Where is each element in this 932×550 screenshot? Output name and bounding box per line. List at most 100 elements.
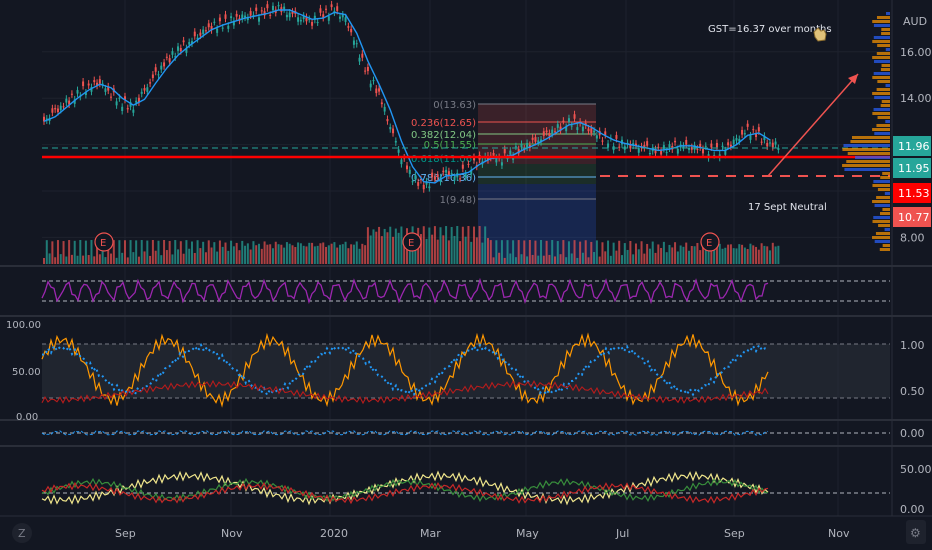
earnings-marker-label: E [706, 238, 712, 249]
earnings-marker-label: E [408, 238, 414, 249]
volume-bar [612, 242, 615, 264]
candle-body [171, 51, 174, 55]
candle-body [311, 21, 314, 26]
volume-bar [386, 232, 389, 264]
earnings-marker[interactable] [700, 232, 720, 252]
volume-bar [338, 244, 341, 264]
candle-body [411, 181, 414, 183]
fib-level-label: 0.786(10.36) [411, 173, 476, 184]
logo-badge[interactable] [12, 523, 32, 543]
candle-body [559, 126, 562, 131]
candle-body [73, 99, 76, 104]
candle-body [470, 169, 473, 175]
candle-body [305, 16, 308, 22]
oscillator-pane-2[interactable] [41, 332, 890, 408]
volume-profile-bar [874, 60, 890, 63]
volume-profile-bar [847, 152, 890, 155]
volume-bar [721, 248, 724, 264]
volume-bar [305, 246, 308, 264]
annotation-gst[interactable]: GST=16.37 over months [708, 24, 832, 35]
volume-bar [378, 226, 381, 264]
volume-bar [372, 229, 375, 264]
volume-bar [615, 250, 618, 264]
volume-bar [73, 240, 76, 264]
volume-profile-bar [873, 216, 890, 219]
volume-bar [285, 242, 288, 264]
volume-bar [107, 240, 110, 264]
candle-body [503, 148, 506, 154]
price-pane[interactable]: 0(13.63) 0.236(12.65)0.382(12.04)0.5(11.5… [42, 0, 890, 264]
volume-bar [213, 242, 216, 264]
candle-body [760, 141, 763, 143]
candle-body [283, 6, 286, 10]
volume-bar [350, 244, 353, 264]
candle-body [394, 140, 397, 143]
volume-bar [473, 226, 476, 264]
candle-body [721, 145, 724, 148]
volume-bar [135, 240, 138, 264]
earnings-marker[interactable] [94, 232, 114, 252]
candle-body [632, 143, 635, 146]
oscillator-pane-3[interactable] [41, 430, 890, 436]
volume-profile-bar [882, 244, 890, 247]
price-badge-label: 10.77 [898, 211, 930, 224]
candle-body [727, 142, 730, 146]
fib-zone-lower [478, 184, 596, 264]
candle-body [302, 15, 305, 19]
time-axis[interactable]: Sep Nov 2020 Mar May Jul Sep Nov [115, 527, 850, 540]
candle-body [417, 182, 420, 186]
volume-bar [369, 235, 372, 264]
candle-body [338, 16, 341, 19]
candlestick-series [43, 0, 780, 193]
volume-bar [651, 241, 654, 264]
volume-bar [193, 252, 196, 264]
candle-body [428, 186, 431, 189]
volume-bar [403, 237, 406, 264]
candle-body [232, 20, 235, 26]
candle-body [436, 174, 439, 177]
earnings-marker[interactable] [402, 232, 422, 252]
candle-body [587, 128, 590, 132]
candle-body [202, 29, 205, 35]
volume-bar [48, 253, 51, 264]
candle-body [327, 16, 330, 21]
volume-profile-bar [874, 204, 890, 207]
volume-bar [394, 228, 397, 264]
candle-body [325, 8, 328, 10]
oscillator-pane-4[interactable] [41, 470, 890, 506]
candle-body [567, 118, 570, 122]
currency-label[interactable]: AUD [903, 15, 927, 28]
candle-body [361, 53, 364, 58]
volume-bar [249, 249, 252, 264]
volume-profile-bar [881, 32, 890, 35]
volume-profile-bar [876, 88, 890, 91]
candle-body [132, 109, 135, 113]
volume-profile-bar [877, 188, 890, 191]
volume-bar [333, 242, 336, 264]
volume-bar [137, 256, 140, 264]
candle-body [375, 88, 378, 94]
settings-button[interactable] [906, 520, 926, 544]
volume-bar [503, 257, 506, 264]
oscillator-pane-1[interactable] [41, 277, 890, 305]
time-tick-label: Nov [221, 527, 243, 540]
volume-bar [110, 253, 113, 264]
candle-body [68, 100, 71, 105]
volume-bar [238, 250, 241, 264]
candle-body [196, 37, 199, 40]
volume-profile-bar [842, 148, 890, 151]
volume-bar [325, 246, 328, 264]
volume-profile-bar [872, 76, 890, 79]
candle-body [746, 123, 749, 127]
candle-body [101, 83, 104, 85]
volume-profile-bar [842, 164, 890, 167]
annotation-neutral[interactable]: 17 Sept Neutral [748, 202, 827, 213]
trend-arrow[interactable] [767, 73, 859, 177]
candle-body [316, 22, 319, 24]
candle-body [618, 146, 621, 148]
volume-bar [336, 247, 339, 264]
volume-bar [364, 245, 367, 264]
volume-bar [704, 245, 707, 264]
